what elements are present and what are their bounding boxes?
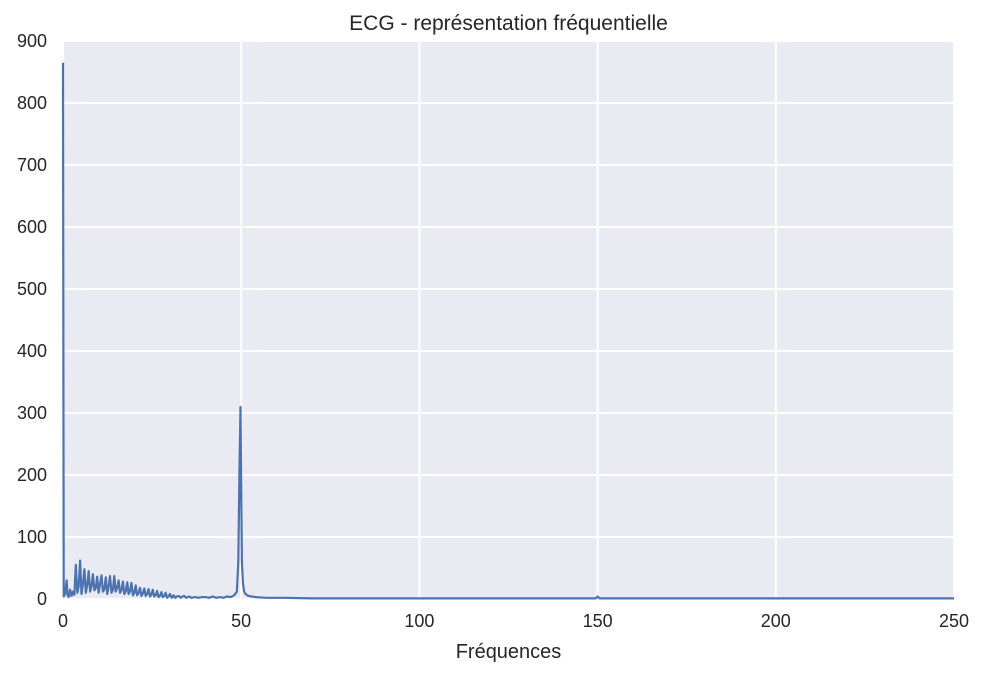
plot-background: [63, 41, 954, 599]
y-tick-label: 0: [37, 589, 47, 609]
y-tick-labels: 0 100 200 300 400 500 600 700 800 900: [17, 31, 47, 609]
y-tick-label: 700: [17, 155, 47, 175]
x-tick-label: 150: [583, 611, 613, 631]
y-tick-label: 800: [17, 93, 47, 113]
y-tick-label: 600: [17, 217, 47, 237]
y-tick-label: 300: [17, 403, 47, 423]
y-tick-label: 900: [17, 31, 47, 51]
y-tick-label: 500: [17, 279, 47, 299]
x-axis-label: Fréquences: [456, 641, 562, 663]
x-tick-labels: 0 50 100 150 200 250: [58, 611, 969, 631]
y-tick-label: 200: [17, 465, 47, 485]
x-tick-label: 250: [939, 611, 969, 631]
x-tick-label: 200: [761, 611, 791, 631]
series-line: [61, 62, 954, 600]
y-tick-label: 100: [17, 527, 47, 547]
grid-lines: [62, 40, 955, 600]
y-tick-label: 400: [17, 341, 47, 361]
chart-title: ECG - représentation fréquentielle: [349, 12, 668, 35]
x-tick-label: 100: [404, 611, 434, 631]
x-tick-label: 50: [231, 611, 251, 631]
series-layer: [61, 62, 954, 600]
x-tick-label: 0: [58, 611, 68, 631]
